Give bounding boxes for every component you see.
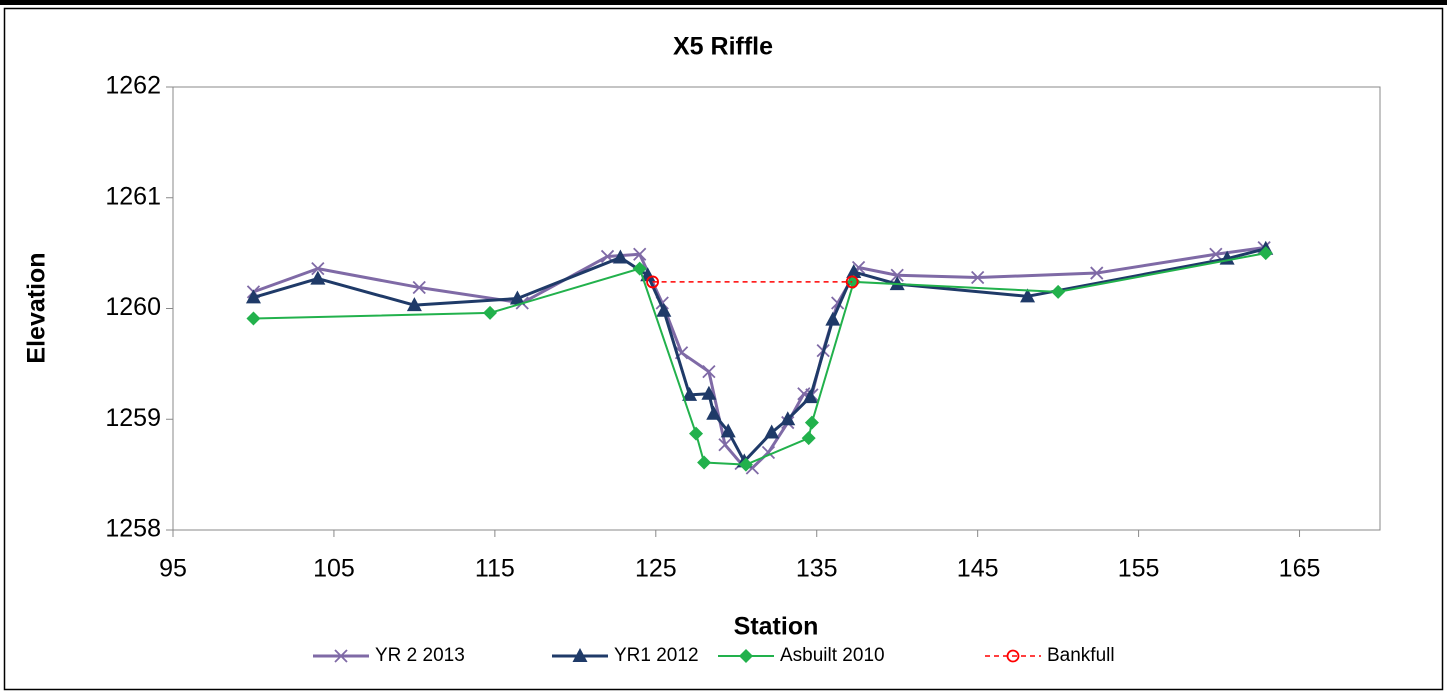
data-point (1258, 246, 1273, 261)
legend-label: YR 2 2013 (375, 645, 465, 666)
plot-area (172, 86, 1381, 531)
data-point (509, 290, 525, 305)
data-point (406, 297, 422, 312)
data-point (1090, 266, 1104, 280)
data-point (1051, 284, 1066, 299)
data-point (720, 423, 736, 438)
legend-label: YR1 2012 (614, 645, 699, 666)
y-tick-label: 1260 (105, 293, 161, 321)
data-point (697, 455, 712, 470)
data-point (640, 267, 656, 282)
y-axis-label: Elevation (23, 252, 51, 363)
data-point (412, 280, 426, 295)
data-point (646, 275, 659, 289)
data-point (633, 247, 647, 261)
data-point (718, 438, 732, 452)
legend-label: Asbuilt 2010 (780, 645, 885, 666)
x-tick-label: 155 (1118, 555, 1160, 583)
data-point (1020, 288, 1036, 303)
legend-marker (572, 648, 588, 662)
data-point (612, 249, 628, 264)
data-point (764, 424, 780, 439)
data-point (311, 261, 325, 276)
data-point (702, 364, 716, 379)
y-tick-label: 1258 (105, 515, 161, 543)
x-tick-label: 145 (957, 555, 999, 583)
top-bar (0, 0, 1447, 5)
legend-label: Bankfull (1047, 645, 1115, 666)
data-point (804, 415, 819, 430)
data-point (1209, 247, 1223, 261)
data-point (310, 270, 326, 285)
x-tick-label: 95 (159, 555, 187, 583)
data-point (738, 457, 753, 472)
data-point (706, 405, 722, 420)
data-point (890, 268, 904, 282)
data-point (801, 431, 816, 446)
x-axis-label: Station (734, 613, 819, 641)
data-point (825, 311, 841, 326)
chart-title: X5 Riffle (673, 33, 773, 61)
x-tick-label: 115 (475, 555, 515, 583)
x-tick-label: 125 (635, 555, 677, 583)
legend-marker (1006, 649, 1020, 663)
y-tick-label: 1262 (105, 72, 161, 100)
legend-marker (739, 649, 753, 663)
data-point (245, 289, 261, 304)
data-point (689, 426, 704, 441)
data-point (632, 261, 647, 276)
y-tick-label: 1261 (105, 182, 161, 210)
y-tick-label: 1259 (105, 404, 161, 432)
x-tick-label: 105 (313, 555, 355, 583)
data-point (701, 385, 717, 400)
x-tick-label: 165 (1279, 555, 1321, 583)
data-point (845, 275, 859, 289)
legend-marker (334, 649, 348, 663)
data-point (483, 305, 498, 320)
series-line (252, 246, 1265, 470)
data-point (246, 311, 261, 326)
data-point (656, 302, 672, 317)
data-point (682, 386, 698, 401)
x-tick-label: 135 (796, 555, 838, 583)
data-point (780, 411, 796, 426)
data-point (971, 270, 985, 285)
data-point (802, 389, 818, 404)
data-point (846, 263, 862, 278)
